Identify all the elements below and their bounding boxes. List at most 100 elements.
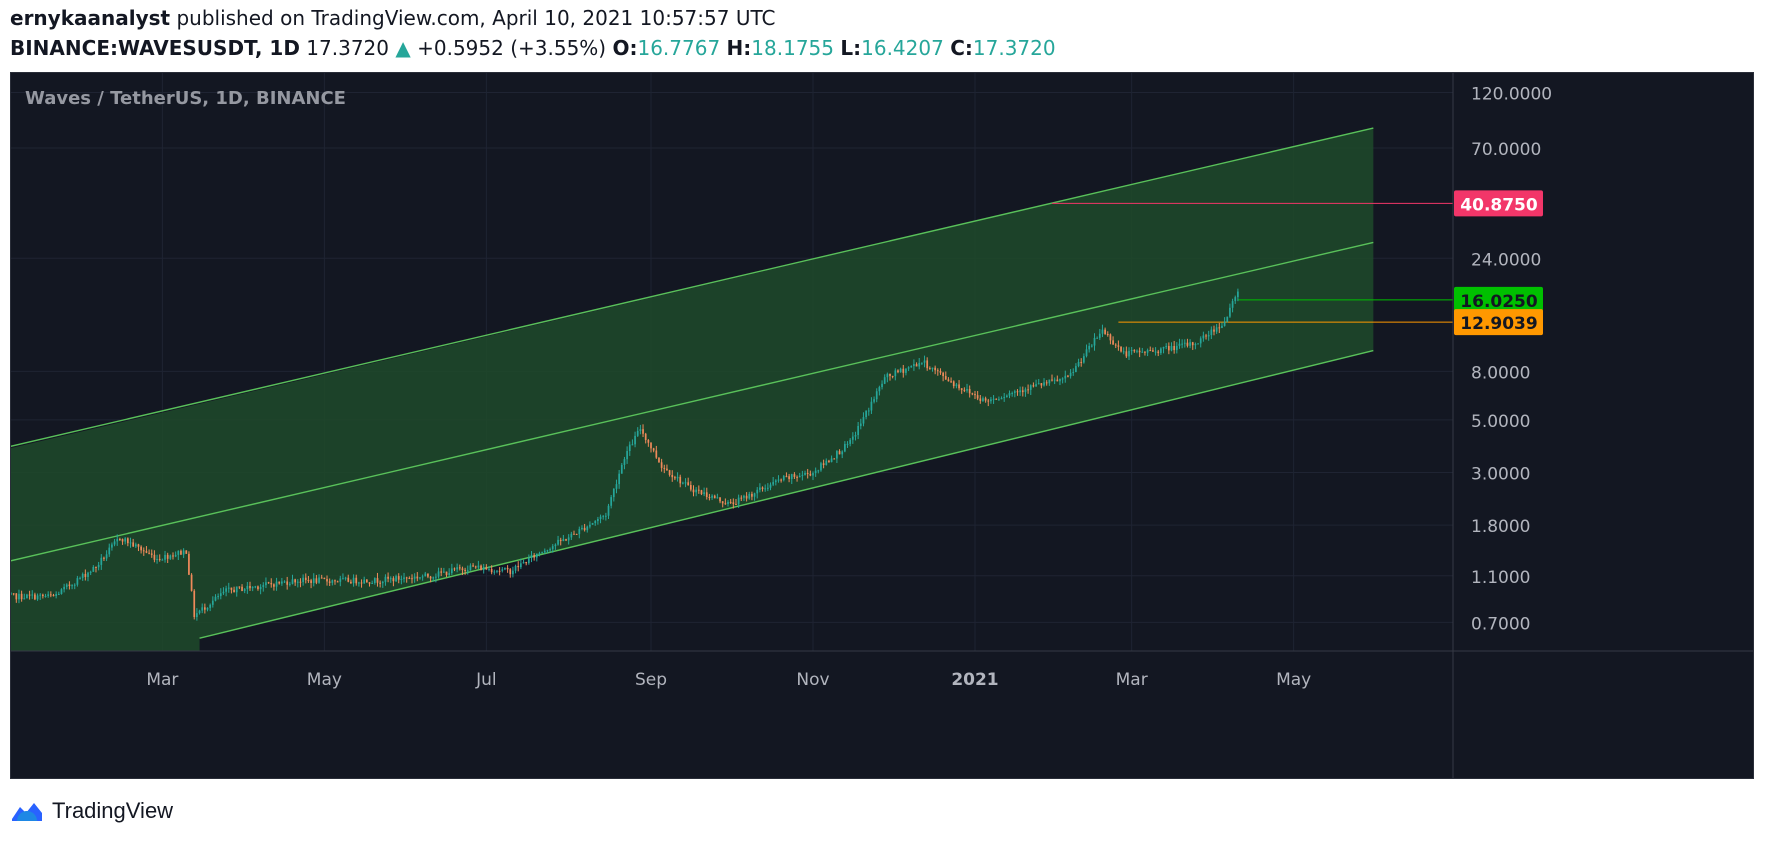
- candle-body: [57, 594, 60, 596]
- candle-body: [203, 607, 206, 610]
- candle-body: [1205, 335, 1207, 337]
- candle-body: [498, 570, 501, 572]
- candle-body: [116, 538, 119, 542]
- candle-body: [1141, 351, 1144, 353]
- author-name[interactable]: ernykaanalyst: [10, 6, 171, 30]
- candle-body: [233, 589, 235, 593]
- candle-body: [397, 576, 400, 580]
- candle-body: [113, 541, 116, 545]
- candle-body: [666, 468, 668, 471]
- candle-body: [1059, 378, 1061, 382]
- candle-body: [164, 554, 166, 560]
- candle-body: [557, 539, 559, 545]
- candle-body: [448, 573, 451, 575]
- candle-body: [1183, 342, 1186, 344]
- candle-body: [235, 586, 238, 593]
- candlestick-chart[interactable]: 120.0000 70.0000 24.0000 8.0000 5.0000 3.0000…: [11, 73, 1753, 778]
- price-axis[interactable]: 120.0000 70.0000 24.0000 8.0000 5.0000 3.0000…: [1471, 84, 1552, 634]
- candle-body: [1218, 327, 1221, 329]
- candle-body: [958, 384, 960, 389]
- time-axis[interactable]: Mar May Jul Sep Nov 2021 Mar May: [146, 670, 1311, 690]
- candle-body: [310, 580, 312, 584]
- candle-body: [1011, 392, 1014, 394]
- candle-body: [934, 367, 937, 371]
- candle-body: [257, 586, 259, 590]
- candle-body: [219, 593, 222, 597]
- candle-body: [817, 470, 820, 472]
- candle-body: [504, 567, 506, 570]
- candle-body: [506, 567, 509, 570]
- candle-body: [355, 577, 358, 584]
- candle-body: [769, 484, 772, 488]
- candle-body: [1083, 356, 1085, 363]
- candle-body: [336, 581, 339, 583]
- candle-body: [209, 604, 212, 608]
- candle-body: [687, 482, 690, 486]
- candle-body: [626, 451, 628, 460]
- candle-body: [652, 448, 655, 451]
- candle-body: [384, 576, 387, 582]
- candle-body: [387, 576, 389, 579]
- candle-body: [1051, 379, 1053, 381]
- candle-body: [1072, 372, 1075, 374]
- candle-body: [679, 476, 682, 484]
- high-value: 18.1755: [751, 36, 835, 60]
- candle-body: [1069, 372, 1072, 377]
- candle-body: [1003, 397, 1006, 399]
- candle-body: [764, 488, 767, 490]
- candle-body: [549, 549, 551, 551]
- candle-body: [966, 389, 968, 391]
- candle-body: [628, 444, 631, 452]
- candle-body: [100, 557, 103, 565]
- candle-body: [493, 571, 496, 573]
- candle-body: [525, 562, 528, 564]
- candle-body: [782, 476, 785, 481]
- candle-body: [1005, 395, 1008, 398]
- candle-body: [196, 613, 198, 618]
- candle-body: [1104, 329, 1106, 335]
- candle-body: [180, 550, 182, 555]
- candle-body: [166, 554, 169, 559]
- candle-body: [185, 550, 188, 554]
- candle-body: [729, 501, 732, 503]
- x-tick-label: Nov: [796, 670, 829, 690]
- candle-body: [1173, 345, 1176, 351]
- candle-body: [71, 585, 73, 587]
- tradingview-branding[interactable]: TradingView: [10, 796, 173, 826]
- candle-body: [472, 565, 474, 567]
- candle-body: [918, 362, 921, 367]
- candle-body: [878, 387, 881, 392]
- channel-line-lower: [199, 349, 1374, 639]
- candle-body: [466, 570, 469, 572]
- candle-body: [735, 503, 737, 505]
- candle-body: [610, 497, 613, 506]
- candle-body: [992, 398, 995, 400]
- price-label-box: [1454, 309, 1543, 336]
- candle-body: [689, 485, 692, 490]
- candle-body: [721, 501, 724, 504]
- candle-body: [350, 581, 352, 584]
- candle-body: [1075, 366, 1077, 373]
- candle-body: [1128, 350, 1130, 357]
- candle-body: [1016, 391, 1019, 393]
- candle-body: [716, 497, 719, 499]
- candle-body: [63, 586, 65, 590]
- candle-body: [1144, 351, 1146, 353]
- close-value: 17.3720: [972, 36, 1056, 60]
- chart-frame[interactable]: 120.0000 70.0000 24.0000 8.0000 5.0000 3.0000…: [10, 72, 1754, 779]
- published-text: published on TradingView.com, April 10, …: [176, 6, 776, 30]
- candle-body: [589, 524, 591, 527]
- channel-line-upper: [11, 127, 1374, 447]
- price-label-text: 12.9039: [1460, 314, 1537, 334]
- candle-body: [137, 544, 140, 547]
- candle-body: [703, 492, 705, 495]
- candle-body: [658, 457, 660, 463]
- candle-body: [926, 360, 929, 369]
- y-tick-label: 0.7000: [1471, 614, 1530, 634]
- candle-body: [320, 577, 323, 579]
- candle-body: [772, 482, 775, 485]
- x-tick-label: Jul: [475, 670, 497, 690]
- price-change: +0.5952 (+3.55%): [417, 36, 607, 60]
- candle-body: [1157, 351, 1160, 354]
- candle-body: [851, 436, 854, 440]
